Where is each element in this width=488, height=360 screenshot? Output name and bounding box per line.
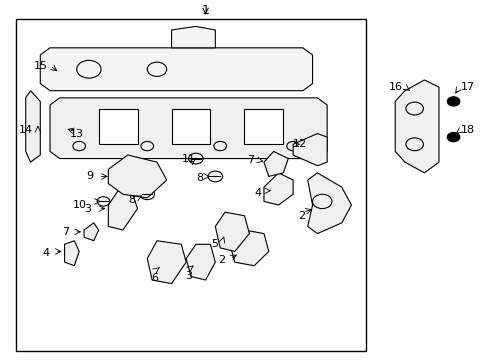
Text: 17: 17 xyxy=(460,82,474,92)
Text: 7: 7 xyxy=(246,156,254,165)
Polygon shape xyxy=(307,173,351,234)
Polygon shape xyxy=(26,91,40,162)
Polygon shape xyxy=(215,212,249,251)
Circle shape xyxy=(447,132,459,142)
Polygon shape xyxy=(64,241,79,266)
Polygon shape xyxy=(50,98,326,158)
Text: 3: 3 xyxy=(84,203,91,213)
Text: 3: 3 xyxy=(184,271,192,281)
Polygon shape xyxy=(394,80,438,173)
Text: 15: 15 xyxy=(34,61,47,71)
Text: 16: 16 xyxy=(388,82,402,92)
Text: 12: 12 xyxy=(292,139,306,149)
Polygon shape xyxy=(171,26,215,48)
Text: 1: 1 xyxy=(201,4,209,17)
Polygon shape xyxy=(147,241,186,284)
Text: 18: 18 xyxy=(460,125,474,135)
Polygon shape xyxy=(108,191,137,230)
Polygon shape xyxy=(108,155,166,198)
Polygon shape xyxy=(186,244,215,280)
Text: 8: 8 xyxy=(196,173,203,183)
Polygon shape xyxy=(84,223,99,241)
Text: 4: 4 xyxy=(43,248,50,258)
Text: 2: 2 xyxy=(218,255,224,265)
Text: 2: 2 xyxy=(297,211,305,221)
Text: 5: 5 xyxy=(210,239,217,249)
Polygon shape xyxy=(40,48,312,91)
Polygon shape xyxy=(229,230,268,266)
Text: 7: 7 xyxy=(62,227,69,237)
Circle shape xyxy=(447,97,459,106)
Polygon shape xyxy=(264,173,292,205)
Text: 4: 4 xyxy=(254,188,261,198)
Polygon shape xyxy=(264,152,287,176)
Text: 8: 8 xyxy=(128,195,135,204)
Text: 14: 14 xyxy=(19,125,33,135)
Polygon shape xyxy=(292,134,326,166)
Text: 13: 13 xyxy=(70,129,83,139)
Text: 10: 10 xyxy=(72,200,86,210)
Text: 11: 11 xyxy=(181,154,195,164)
FancyBboxPatch shape xyxy=(99,109,137,144)
FancyBboxPatch shape xyxy=(244,109,283,144)
Text: 9: 9 xyxy=(86,171,94,181)
Text: 6: 6 xyxy=(151,273,158,283)
FancyBboxPatch shape xyxy=(171,109,210,144)
